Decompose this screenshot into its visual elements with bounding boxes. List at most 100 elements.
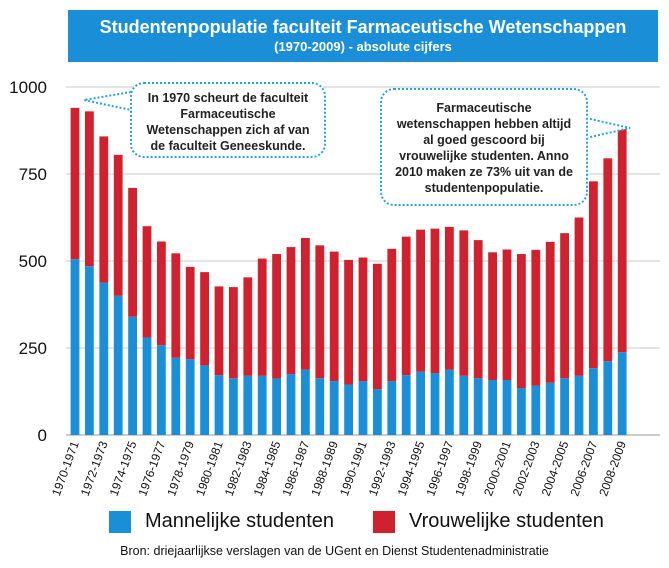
bar-female [301, 238, 310, 370]
legend-swatch-female [373, 510, 395, 533]
bar-female [373, 263, 382, 390]
bar-male [574, 375, 584, 435]
legend-label-male: Mannelijke studenten [145, 510, 335, 532]
bar-female [459, 230, 469, 376]
bar-male [128, 316, 137, 435]
bar-female [286, 247, 296, 375]
x-tick-label: 1982-1983 [222, 439, 255, 498]
x-axis-tick-labels: 1970-19711972-19731974-19751976-19771978… [49, 439, 629, 498]
bar-female [416, 229, 425, 372]
bar-female [257, 258, 267, 376]
bar-female [214, 286, 224, 376]
bar-male [401, 375, 411, 435]
x-tick-label: 1992-1993 [366, 439, 399, 498]
bar-female [142, 226, 152, 338]
bar-male [142, 337, 152, 435]
bar-female [99, 136, 109, 283]
bar-male [545, 382, 555, 435]
source-note: Bron: driejaarlijkse verslagen van de UG… [120, 544, 549, 558]
x-tick-label: 1984-1985 [251, 439, 284, 498]
bar-male [113, 295, 123, 435]
bar-male [560, 378, 569, 435]
bar-female [488, 252, 497, 381]
x-tick-label: 2002-2003 [510, 439, 543, 498]
x-tick-label: 1976-1977 [135, 439, 168, 498]
bar-female [243, 277, 253, 376]
bar-female [113, 154, 123, 296]
annotation-left: In 1970 scheurt de faculteit Farmaceutis… [130, 82, 326, 158]
title-banner: Studentenpopulatie faculteit Farmaceutis… [68, 10, 658, 62]
bar-female [603, 158, 613, 362]
x-tick-label: 1988-1989 [308, 439, 341, 498]
bar-male [329, 381, 339, 435]
bar-male [344, 384, 353, 435]
x-tick-label: 2006-2007 [567, 439, 600, 498]
bar-male [70, 259, 80, 435]
bars [70, 107, 627, 435]
bar-female [401, 236, 411, 376]
x-tick-label: 1994-1995 [395, 439, 428, 498]
bar-male [171, 357, 181, 435]
bar-female [344, 259, 353, 385]
bar-male [315, 378, 325, 435]
x-tick-label: 1986-1987 [279, 439, 312, 498]
bar-female [229, 287, 238, 379]
bar-female [473, 240, 483, 379]
x-tick-label: 1990-1991 [337, 439, 370, 498]
x-tick-label: 2004-2005 [539, 439, 572, 498]
bar-male [603, 361, 613, 435]
bar-female [128, 187, 137, 317]
x-tick-label: 1974-1975 [107, 439, 140, 498]
bar-male [157, 345, 166, 435]
x-tick-label: 1970-1971 [49, 439, 82, 498]
bar-female [171, 253, 181, 358]
bar-male [445, 369, 454, 435]
bar-female [329, 251, 339, 382]
bar-female [502, 249, 512, 381]
bar-female [387, 248, 397, 382]
bar-male [373, 389, 382, 435]
bar-female [157, 241, 166, 346]
bar-female [531, 249, 541, 386]
x-tick-label: 1978-1979 [164, 439, 197, 498]
bar-male [85, 266, 94, 435]
bar-male [517, 388, 526, 435]
chart-title: Studentenpopulatie faculteit Farmaceutis… [99, 17, 627, 37]
bar-female [574, 217, 584, 376]
bar-male [272, 378, 281, 435]
legend-label-female: Vrouwelijke studenten [409, 510, 604, 532]
y-axis-tick-labels: 0 250 500 750 1000 [9, 78, 47, 445]
chart-subtitle: (1970-2009) - absolute cijfers [274, 39, 452, 54]
x-tick-label: 1996-1997 [423, 439, 456, 498]
bar-male [502, 380, 512, 435]
legend-swatch-male [109, 510, 131, 533]
bar-female [185, 266, 195, 360]
bar-female [430, 228, 440, 374]
bar-female [445, 226, 454, 370]
bar-male [358, 381, 368, 435]
bar-male [243, 375, 253, 435]
bar-female [272, 254, 281, 379]
y-tick-label: 750 [19, 165, 47, 184]
bar-female [545, 241, 555, 383]
legend-male: Mannelijke studenten [109, 510, 334, 533]
bar-male [459, 375, 469, 435]
bar-female [70, 107, 80, 260]
bar-male [416, 371, 425, 435]
right-bubble-pointer [585, 117, 631, 139]
bar-male [229, 378, 238, 435]
x-tick-label: 2008-2009 [596, 439, 629, 498]
bar-male [589, 368, 598, 435]
bar-female [85, 111, 94, 267]
bar-male [200, 365, 209, 435]
bar-female [200, 272, 209, 366]
y-tick-label: 1000 [9, 78, 47, 97]
y-tick-label: 500 [19, 252, 47, 271]
bar-male [257, 375, 267, 435]
bar-female [315, 245, 325, 379]
bar-female [617, 127, 627, 353]
bar-male [301, 369, 310, 435]
bar-male [185, 359, 195, 435]
bar-female [358, 257, 368, 382]
